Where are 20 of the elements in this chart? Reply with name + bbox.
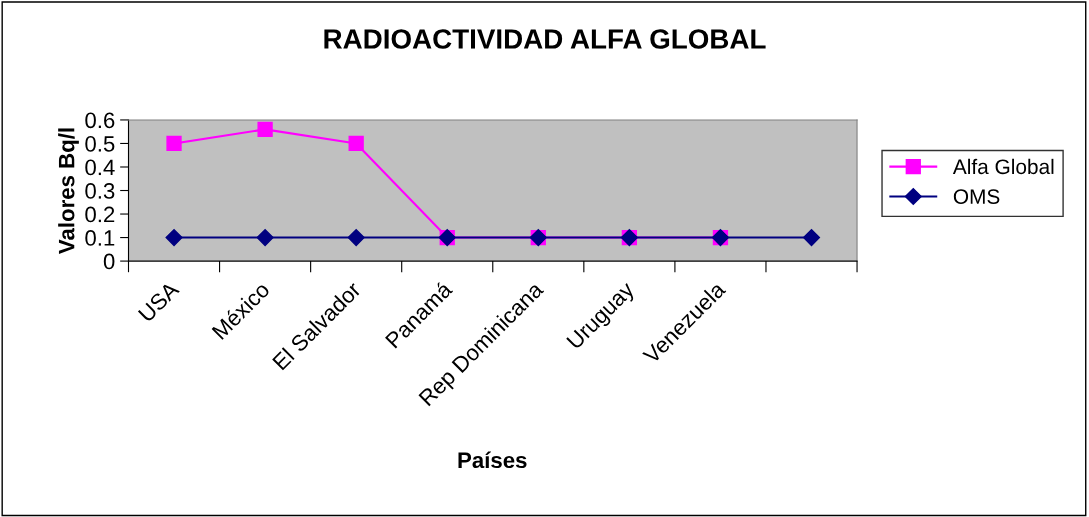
- legend-label: OMS: [953, 189, 1000, 204]
- y-axis-title: Valores Bq/l: [58, 128, 79, 254]
- point: [165, 229, 183, 247]
- y-tick-label: 0.2: [85, 206, 115, 223]
- chart-title: RADIOACTIVIDAD ALFA GLOBAL: [324, 29, 766, 49]
- point: [166, 135, 182, 152]
- point: [256, 229, 274, 247]
- y-tick-label: 0.5: [85, 136, 115, 152]
- y-tick-label: 0.6: [85, 112, 115, 129]
- x-tick-label: USA: [137, 280, 180, 323]
- point: [348, 135, 364, 152]
- y-tick-label: 0: [103, 253, 115, 270]
- y-tick-label: 0.1: [85, 230, 115, 246]
- x-axis-title: Países: [458, 451, 527, 469]
- y-tick-label: 0.3: [85, 183, 115, 199]
- point: [257, 121, 273, 137]
- point: [347, 229, 365, 247]
- point: [802, 229, 821, 247]
- legend-label: Alfa Global: [952, 158, 1054, 175]
- y-tick-label: 0.4: [85, 159, 115, 176]
